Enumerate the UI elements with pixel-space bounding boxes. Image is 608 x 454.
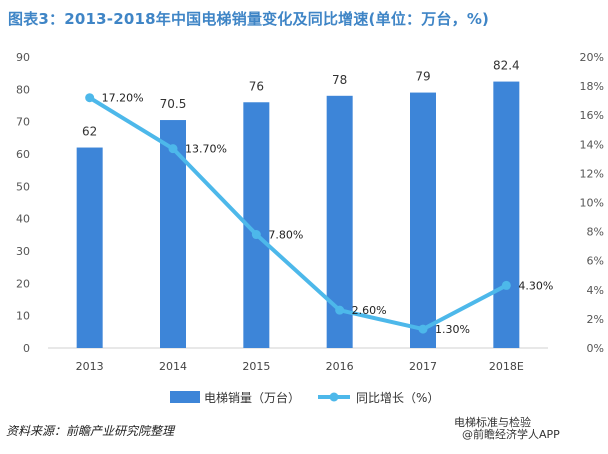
left-axis-tick: 80 (16, 83, 30, 96)
category-label: 2016 (326, 360, 354, 373)
bar-value-label: 62 (82, 125, 97, 139)
growth-line (88, 96, 508, 332)
right-axis-tick: 12% (580, 167, 604, 180)
bar (493, 81, 520, 348)
legend-line-label: 同比增长（%） (356, 391, 439, 405)
app-watermark: @前瞻经济学人APP (462, 428, 560, 441)
right-axis-tick: 2% (587, 313, 604, 326)
category-label: 2014 (159, 360, 187, 373)
left-axis-tick: 50 (16, 180, 30, 193)
left-axis-tick: 60 (16, 148, 30, 161)
bar-value-label: 78 (332, 73, 347, 87)
legend: 电梯销量（万台） 同比增长（%） (170, 390, 439, 405)
line-point (85, 93, 95, 103)
right-axis-ticks: 0% 2% 4% 6% 8% 10% 12% 14% 16% 18% 20% (580, 51, 604, 355)
bar (160, 120, 186, 348)
left-axis-ticks: 0 10 20 30 40 50 60 70 80 90 (16, 51, 30, 355)
right-axis-tick: 14% (580, 138, 604, 151)
bar-value-label: 76 (249, 79, 264, 93)
line-value-label: 7.80% (268, 229, 303, 242)
line-point (168, 144, 178, 154)
category-label: 2013 (76, 360, 104, 373)
legend-bar-label: 电梯销量（万台） (204, 390, 300, 405)
bar-value-label: 82.4 (493, 59, 520, 73)
source-note: 资料来源：前瞻产业研究院整理 (6, 424, 175, 438)
right-axis-tick: 20% (580, 51, 604, 64)
chart-title: 图表3：2013-2018年中国电梯销量变化及同比增速(单位：万台，%) (8, 10, 490, 28)
left-axis-tick: 90 (16, 51, 30, 64)
left-axis-tick: 0 (23, 342, 30, 355)
bar-series (76, 81, 520, 349)
line-labels: 17.20% 13.70% 7.80% 2.60% 1.30% 4.30% (102, 92, 554, 336)
line-value-label: 4.30% (518, 279, 553, 292)
category-label: 2018E (489, 360, 524, 373)
right-axis-tick: 8% (587, 226, 604, 239)
bar-value-label: 79 (415, 70, 430, 84)
bar-labels: 62 70.5 76 78 79 82.4 (82, 59, 520, 139)
line-value-label: 13.70% (185, 143, 227, 156)
line-point (335, 305, 345, 315)
right-axis-tick: 10% (580, 197, 604, 210)
category-label: 2015 (242, 360, 270, 373)
legend-line-marker (329, 392, 339, 402)
left-axis-tick: 40 (16, 213, 30, 226)
category-label: 2017 (409, 360, 437, 373)
line-point (418, 324, 428, 334)
line-point (501, 280, 511, 290)
line-value-label: 2.60% (352, 304, 387, 317)
bar (76, 147, 103, 348)
line-point (251, 230, 261, 240)
left-axis-tick: 30 (16, 245, 30, 258)
right-axis-tick: 18% (580, 80, 604, 93)
wechat-watermark: 电梯标准与检验 (454, 416, 531, 429)
right-axis-tick: 16% (580, 109, 604, 122)
legend-bar-swatch (170, 391, 200, 403)
left-axis-tick: 70 (16, 116, 30, 129)
category-labels: 2013 2014 2015 2016 2017 2018E (76, 360, 524, 373)
right-axis-tick: 6% (587, 255, 604, 268)
line-value-label: 17.20% (102, 92, 144, 105)
right-axis-tick: 4% (587, 284, 604, 297)
left-axis-tick: 10 (16, 310, 30, 323)
bar (410, 92, 436, 348)
bar-value-label: 70.5 (160, 97, 187, 111)
left-axis-tick: 20 (16, 277, 30, 290)
line-series (85, 93, 511, 334)
line-value-label: 1.30% (435, 323, 470, 336)
right-axis-tick: 0% (587, 342, 604, 355)
